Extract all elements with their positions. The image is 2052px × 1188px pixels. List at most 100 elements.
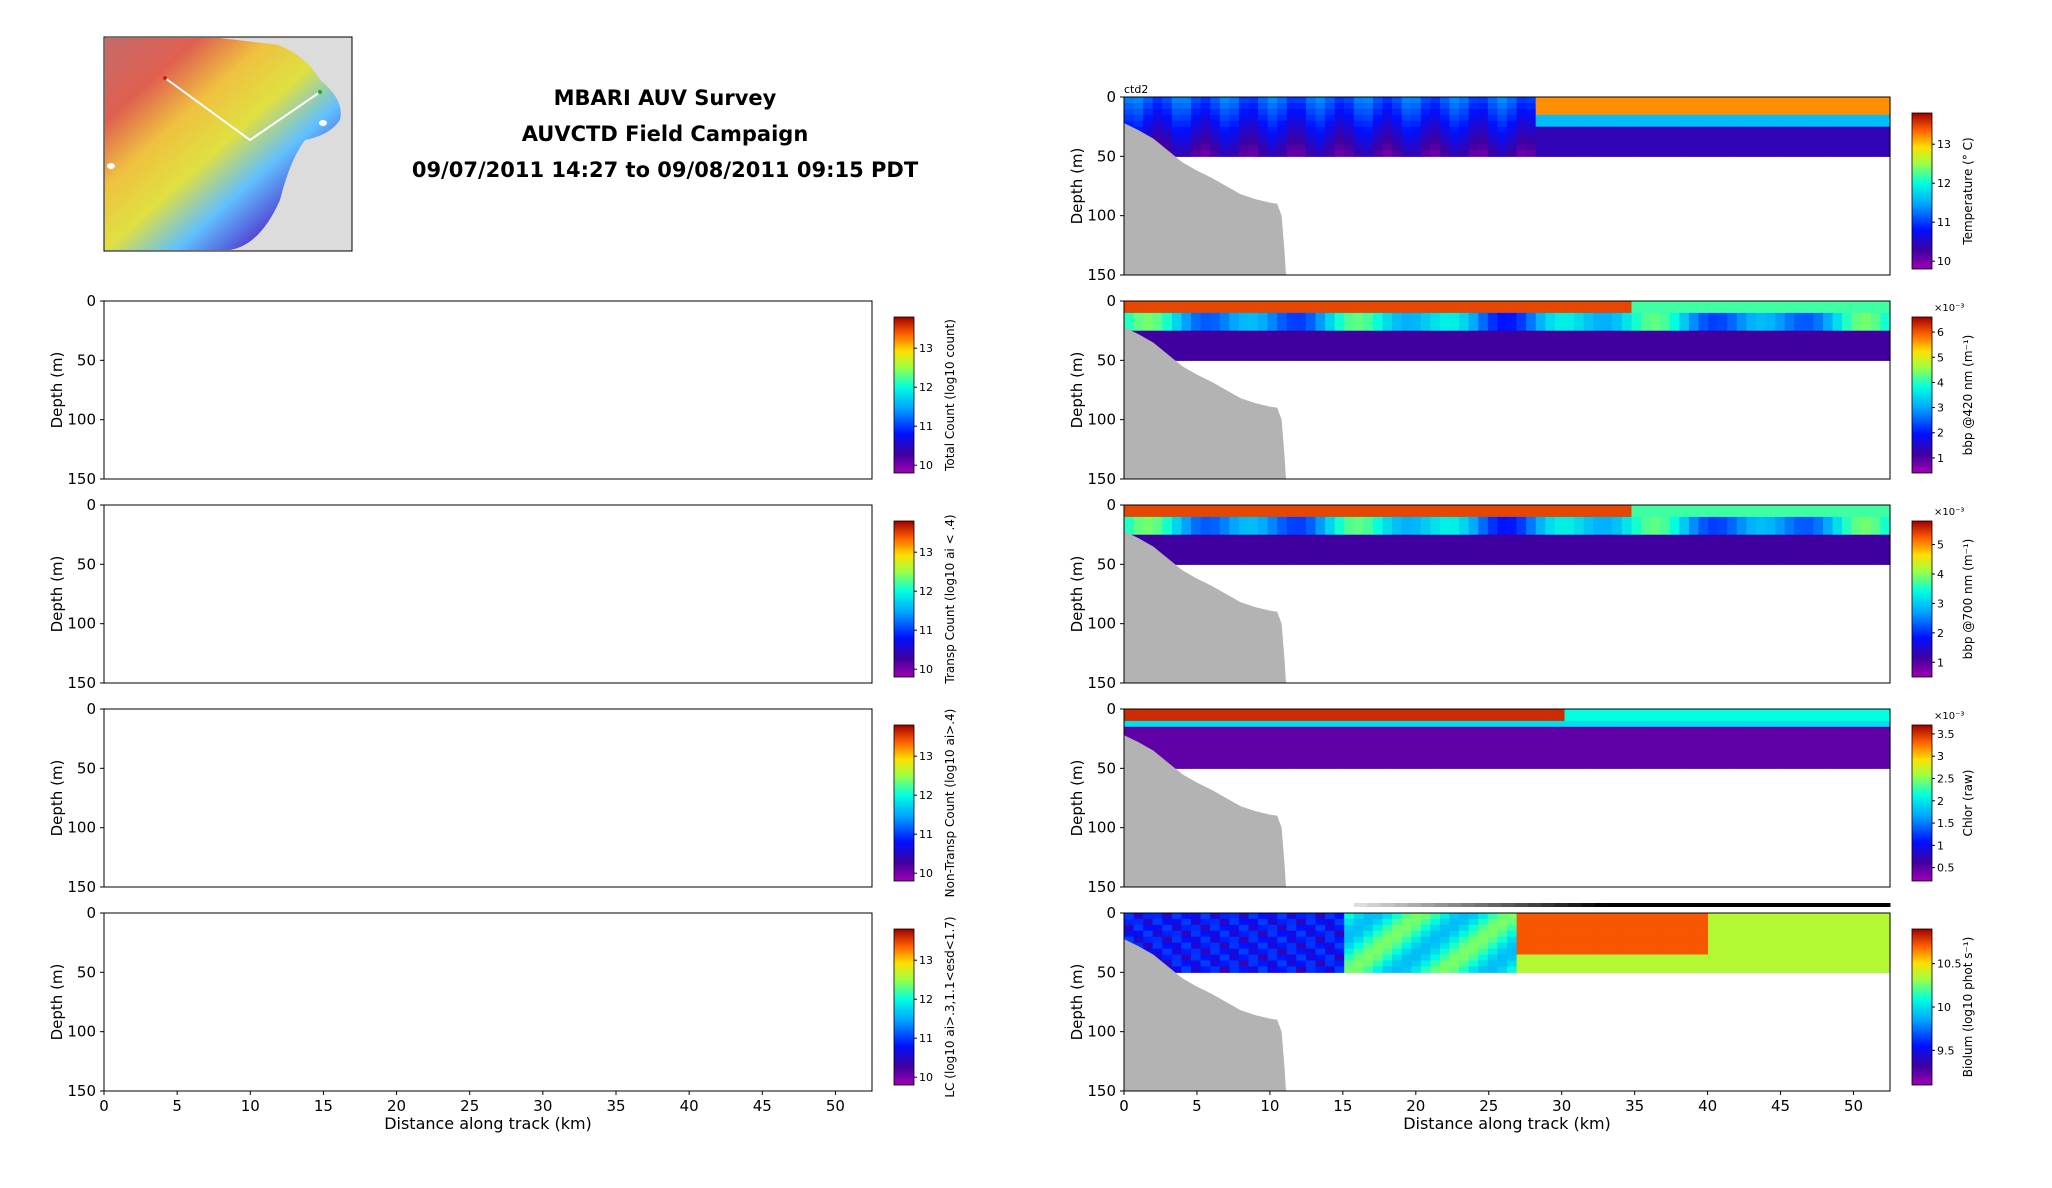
heatmap-cell [1382,558,1393,565]
heatmap-cell [1334,726,1345,734]
heatmap-cell [1507,126,1518,134]
heatmap-cell [1152,505,1163,512]
heatmap-cell [1325,114,1336,122]
heatmap-cell [1861,342,1872,349]
heatmap-cell [1755,510,1767,518]
heatmap-cell [1286,936,1297,944]
heatmap-cell [1823,942,1834,950]
heatmap-cell [1449,312,1460,320]
colorbar-gradient [893,316,915,474]
heatmap-cell [1669,114,1680,122]
heatmap-cell [1353,918,1364,926]
heatmap-cell [1679,954,1690,961]
heatmap-cell [1564,738,1575,746]
colorbar-tick-label: 5 [1937,351,1944,364]
heatmap-cell [1420,108,1431,116]
heatmap-cell [1344,336,1355,344]
heatmap-cell [1420,954,1431,961]
heatmap-cell [1401,913,1412,920]
heatmap-cell [1631,913,1642,920]
heatmap-cell [1248,108,1259,116]
heatmap-cell [1593,913,1604,920]
heatmap-cell [1401,150,1412,157]
heatmap-cell [1708,966,1719,973]
heatmap-cell [1708,918,1719,926]
heatmap-cell [1688,150,1700,157]
heatmap-cell [1736,726,1747,734]
heatmap-cell [1870,342,1881,349]
heatmap-cell [1650,132,1661,140]
heatmap-cell [1717,709,1728,716]
heatmap-cell [1315,301,1326,308]
heatmap-cell [1717,505,1728,512]
heatmap-cell [1449,102,1460,110]
heatmap-cell [1315,348,1326,355]
time-bar-segment [1474,903,1489,907]
heatmap-cell [1574,960,1585,967]
heatmap-cell [1363,301,1374,308]
heatmap-cell [1621,552,1633,559]
heatmap-cell [1660,102,1671,110]
heatmap-cell [1468,709,1479,716]
heatmap-cell [1727,750,1738,757]
heatmap-cell [1861,306,1872,314]
heatmap-cell [1286,720,1297,728]
heatmap-cell [1411,516,1422,524]
heatmap-cell [1842,948,1853,956]
heatmap-cell [1526,330,1537,338]
heatmap-cell [1373,522,1384,530]
heatmap-cell [1344,505,1355,512]
heatmap-cell [1124,301,1135,308]
heatmap-cell [1784,120,1795,128]
heatmap-cell [1631,762,1642,769]
heatmap-cell [1775,960,1786,967]
heatmap-cell [1746,120,1757,128]
heatmap-cell [1736,954,1747,961]
heatmap-cell [1593,540,1604,548]
heatmap-cell [1870,732,1881,740]
heatmap-cell [1736,120,1747,128]
heatmap-cell [1784,301,1795,308]
heatmap-cell [1612,930,1623,938]
heatmap-cell [1842,966,1853,973]
heatmap-cell [1219,120,1230,128]
heatmap-cell [1650,108,1661,116]
heatmap-cell [1526,558,1537,565]
heatmap-cell [1411,505,1422,512]
heatmap-cell [1641,709,1652,716]
colorbar-tick-label: 9.5 [1937,1044,1955,1057]
heatmap-cell [1248,942,1259,950]
heatmap-cell [1219,505,1230,512]
heatmap-cell [1334,709,1345,716]
heatmap-cell [1870,126,1881,134]
heatmap-cell [1296,138,1307,145]
heatmap-cell [1430,738,1441,746]
heatmap-cell [1238,756,1250,763]
heatmap-cell [1564,516,1575,524]
heatmap-cell [1641,120,1652,128]
heatmap-cell [1516,546,1527,553]
heatmap-cell [1401,301,1412,308]
heatmap-cell [1449,132,1460,140]
heatmap-cell [1794,552,1805,559]
heatmap-cell [1516,150,1527,157]
heatmap-cell [1851,948,1862,956]
heatmap-cell [1794,756,1805,763]
heatmap-cell [1583,552,1594,559]
heatmap-cell [1870,738,1881,746]
heatmap-cell [1679,528,1690,536]
heatmap-cell [1401,960,1412,967]
heatmap-cell [1468,330,1479,338]
heatmap-cell [1564,750,1575,757]
heatmap-cell [1574,744,1585,752]
x-axis-label: Distance along track (km) [384,1114,592,1133]
heatmap-cell [1277,714,1288,722]
heatmap-cell [1803,540,1814,548]
heatmap-cell [1181,762,1192,769]
heatmap-cell [1803,948,1814,956]
heatmap-cell [1143,516,1154,524]
heatmap-cell [1535,726,1546,734]
heatmap-cell [1449,744,1460,752]
heatmap-cell [1832,942,1843,950]
